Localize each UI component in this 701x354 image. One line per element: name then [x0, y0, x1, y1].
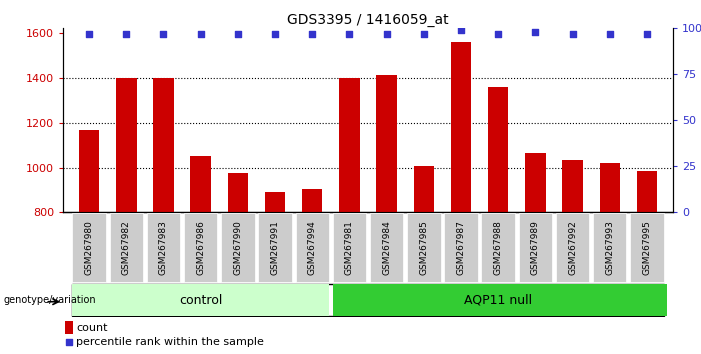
Bar	[191, 156, 211, 212]
Text: GSM267986: GSM267986	[196, 220, 205, 275]
Title: GDS3395 / 1416059_at: GDS3395 / 1416059_at	[287, 13, 449, 27]
Bar	[562, 160, 583, 212]
Text: GSM267989: GSM267989	[531, 220, 540, 275]
FancyBboxPatch shape	[482, 213, 515, 282]
FancyBboxPatch shape	[407, 213, 440, 282]
Text: GSM267981: GSM267981	[345, 220, 354, 275]
Text: genotype/variation: genotype/variation	[4, 295, 96, 305]
Point	[306, 31, 318, 37]
FancyBboxPatch shape	[556, 213, 590, 282]
Text: GSM267991: GSM267991	[271, 220, 280, 275]
FancyBboxPatch shape	[147, 213, 180, 282]
FancyBboxPatch shape	[630, 213, 664, 282]
Bar	[64, 321, 73, 334]
FancyBboxPatch shape	[370, 213, 403, 282]
Point	[381, 31, 393, 37]
Text: GSM267992: GSM267992	[568, 221, 577, 275]
Bar	[79, 131, 100, 212]
Text: GSM267994: GSM267994	[308, 221, 317, 275]
Bar	[525, 153, 545, 212]
FancyBboxPatch shape	[296, 213, 329, 282]
Point	[343, 31, 355, 37]
Bar	[599, 163, 620, 212]
Point	[493, 31, 504, 37]
Bar	[451, 42, 471, 212]
FancyBboxPatch shape	[593, 213, 627, 282]
Text: GSM267982: GSM267982	[122, 221, 131, 275]
Point	[158, 31, 169, 37]
Point	[269, 31, 280, 37]
Text: count: count	[76, 322, 108, 332]
FancyBboxPatch shape	[184, 213, 217, 282]
Point	[456, 27, 467, 33]
FancyBboxPatch shape	[109, 213, 143, 282]
Text: GSM267980: GSM267980	[85, 220, 94, 275]
FancyBboxPatch shape	[519, 213, 552, 282]
Bar	[488, 87, 508, 212]
Point	[232, 31, 243, 37]
Text: GSM267983: GSM267983	[159, 220, 168, 275]
FancyBboxPatch shape	[221, 213, 254, 282]
Bar	[414, 166, 434, 212]
Bar	[154, 78, 174, 212]
Point	[604, 31, 615, 37]
FancyBboxPatch shape	[259, 213, 292, 282]
Text: percentile rank within the sample: percentile rank within the sample	[76, 337, 264, 348]
Point	[63, 340, 74, 346]
FancyBboxPatch shape	[444, 213, 477, 282]
Text: GSM267984: GSM267984	[382, 221, 391, 275]
FancyBboxPatch shape	[72, 213, 106, 282]
Text: GSM267988: GSM267988	[494, 220, 503, 275]
Text: GSM267993: GSM267993	[605, 220, 614, 275]
FancyBboxPatch shape	[333, 213, 366, 282]
Point	[530, 29, 541, 35]
Bar	[376, 75, 397, 212]
Point	[641, 31, 653, 37]
Bar	[339, 78, 360, 212]
Text: control: control	[179, 293, 222, 307]
Text: GSM267987: GSM267987	[456, 220, 465, 275]
Point	[83, 31, 95, 37]
Point	[121, 31, 132, 37]
Point	[195, 31, 206, 37]
Text: GSM267995: GSM267995	[642, 220, 651, 275]
Text: GSM267985: GSM267985	[419, 220, 428, 275]
Bar	[637, 171, 657, 212]
Bar	[116, 78, 137, 212]
FancyBboxPatch shape	[333, 284, 667, 316]
Bar	[265, 192, 285, 212]
Point	[418, 31, 430, 37]
Bar	[228, 173, 248, 212]
Bar	[302, 189, 322, 212]
Point	[567, 31, 578, 37]
Text: AQP11 null: AQP11 null	[464, 293, 532, 307]
FancyBboxPatch shape	[72, 284, 329, 316]
Text: GSM267990: GSM267990	[233, 220, 243, 275]
